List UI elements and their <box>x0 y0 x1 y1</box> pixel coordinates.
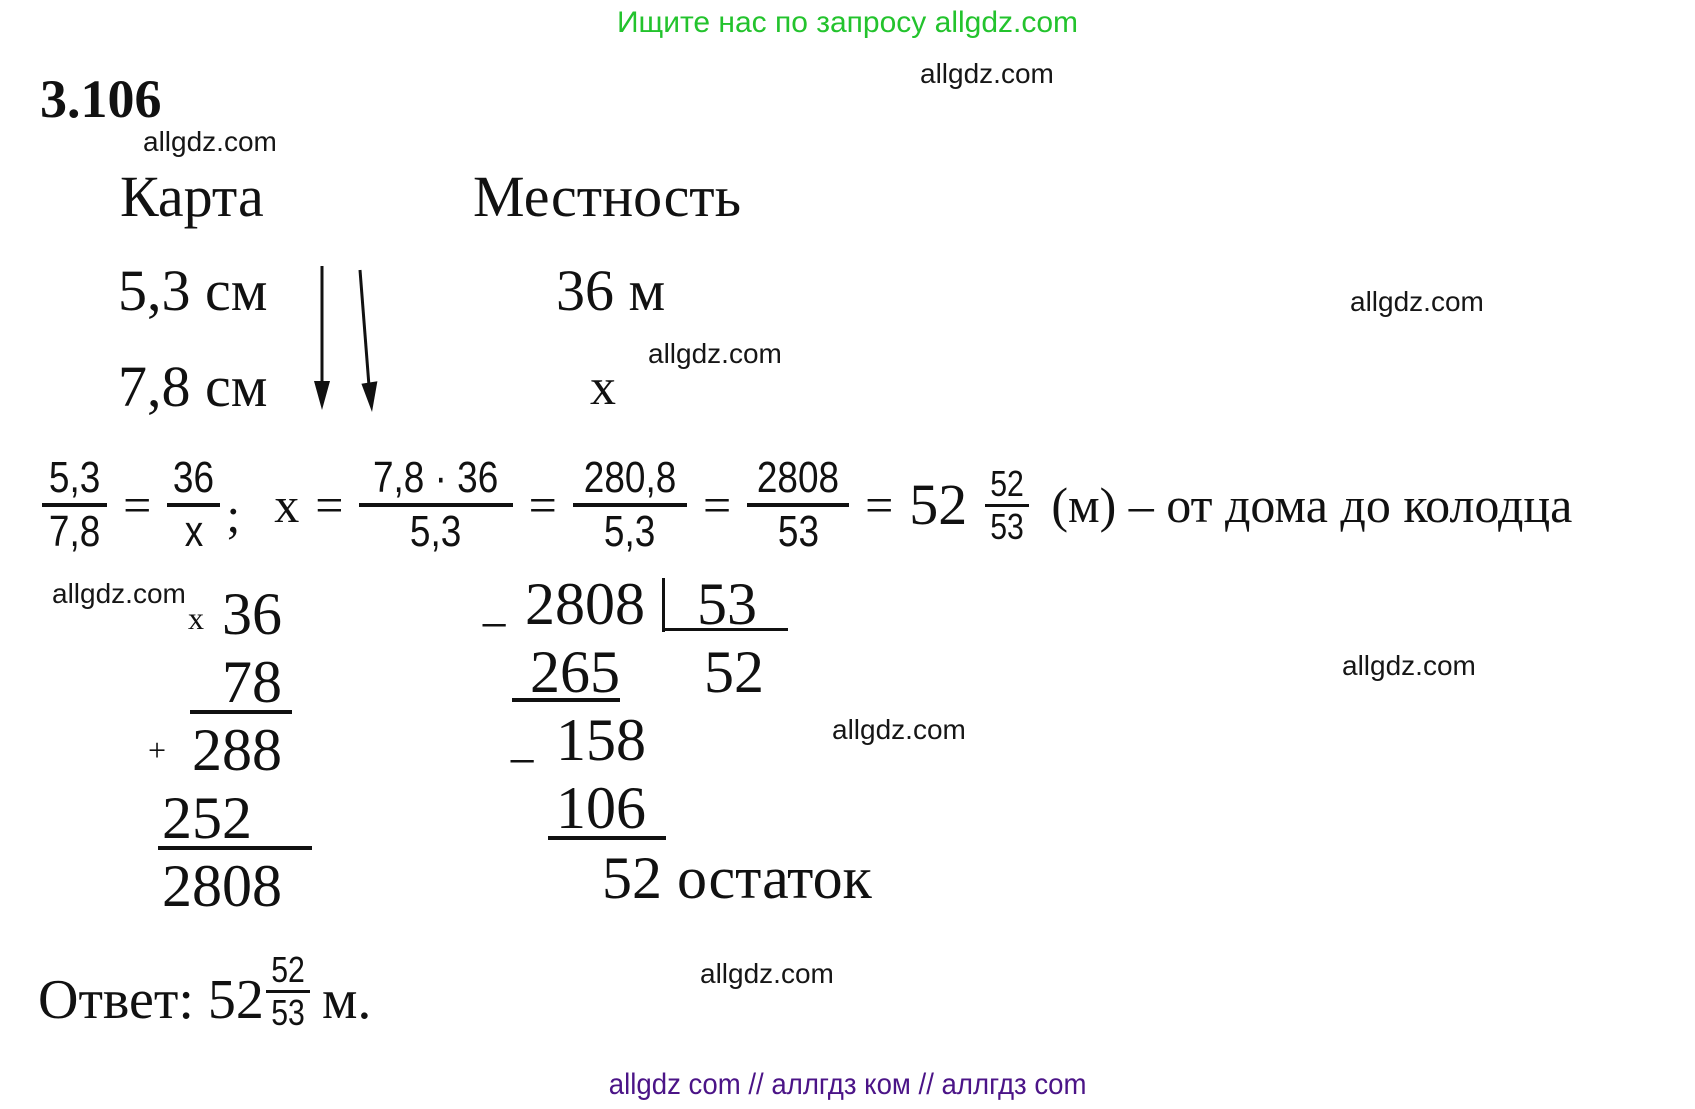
fraction-decimal: 280,8 5,3 <box>572 453 687 556</box>
equals-sign: = <box>702 477 732 533</box>
div-rule-2 <box>548 836 666 840</box>
mixed-number-fraction: 52 53 <box>985 462 1030 547</box>
fraction-denominator: 5,3 <box>604 507 656 556</box>
div-divisor: 53 <box>697 571 757 637</box>
unknown-variable: x <box>274 477 300 533</box>
mult-rule-2 <box>158 846 312 850</box>
watermark-center: allgdz.com <box>832 714 966 745</box>
down-arrows-icon <box>314 266 378 412</box>
watermark-right-1: allgdz.com <box>1350 286 1484 317</box>
watermark-under-title: allgdz.com <box>143 126 277 157</box>
fraction-numerator: 52 <box>990 462 1025 504</box>
fraction-denominator: 53 <box>271 992 305 1033</box>
fraction-denominator: 5,3 <box>410 507 462 556</box>
div-remainder: 52 остаток <box>602 845 872 911</box>
equation-conclusion-text: (м) – от дома до колодца <box>1051 477 1573 533</box>
div-dividend: 2808 <box>525 571 645 637</box>
fraction-bar <box>359 503 513 507</box>
fraction-bar <box>265 990 310 993</box>
answer-unit: м. <box>321 968 372 1031</box>
div-step-2: 158 <box>556 707 646 773</box>
fraction-bar <box>167 503 221 507</box>
fraction-numerator: 5,3 <box>48 453 101 502</box>
mult-partial-1: 288 <box>192 717 282 783</box>
division-bracket-vertical <box>662 578 665 632</box>
map-value-1: 5,3 см <box>118 258 268 323</box>
footer-promo-text: allgdz com // аллгдз ком // аллгдз com <box>608 1068 1087 1101</box>
answer-fraction: 52 53 <box>265 949 310 1033</box>
multiply-sign: x <box>188 600 204 636</box>
mixed-number-whole: 52 <box>909 472 968 537</box>
answer-label: Ответ: 52 <box>38 968 264 1031</box>
mult-product: 2808 <box>162 853 282 919</box>
equals-sign: = <box>528 477 557 533</box>
fraction-bar <box>985 503 1030 507</box>
map-column-header: Карта <box>120 164 264 229</box>
fraction-denominator: 7,8 <box>48 507 101 556</box>
mult-rule-1 <box>190 710 292 714</box>
proportion-equation: 5,3 7,8 = 36 x ; x = 7,8 · 36 5,3 = 280,… <box>42 445 1572 565</box>
map-value-2: 7,8 см <box>118 354 268 419</box>
equals-sign: = <box>865 477 894 533</box>
equals-sign: = <box>123 477 152 533</box>
division-bracket-horizontal <box>662 628 788 631</box>
answer-line: Ответ: 52 52 53 м. <box>38 952 372 1039</box>
watermark-right-2: allgdz.com <box>1342 650 1476 681</box>
plus-sign: + <box>148 732 167 768</box>
fraction-bar <box>42 503 108 507</box>
div-step-1: 265 <box>530 639 620 705</box>
fraction-numerator: 2808 <box>757 453 840 502</box>
mult-partial-2: 252 <box>162 785 252 851</box>
fraction-numerator: 52 <box>271 949 305 990</box>
terrain-value-1: 36 м <box>556 258 666 323</box>
fraction-bar <box>747 503 850 507</box>
mult-factor-top: 36 <box>222 581 282 647</box>
watermark-left: allgdz.com <box>52 578 186 609</box>
div-quotient: 52 <box>704 639 764 705</box>
watermark-top-right: allgdz.com <box>920 58 1054 89</box>
problem-number: 3.106 <box>40 69 162 129</box>
terrain-column-header: Местность <box>473 164 742 229</box>
semicolon: ; <box>226 487 241 543</box>
div-rule-1 <box>512 698 620 702</box>
fraction-product: 7,8 · 36 5,3 <box>359 453 513 556</box>
fraction-denominator: x <box>184 507 204 556</box>
footer-promo: allgdz com // аллгдз ком // аллгдз com <box>0 1068 1695 1102</box>
fraction-integer: 2808 53 <box>747 453 850 556</box>
fraction-numerator: 7,8 · 36 <box>373 453 499 502</box>
fraction-map-ratio: 5,3 7,8 <box>42 453 108 556</box>
promo-banner: Ищите нас по запросу allgdz.com <box>616 6 1079 39</box>
mult-factor-bottom: 78 <box>222 649 282 715</box>
minus-sign: − <box>480 597 509 653</box>
terrain-value-2: x <box>590 359 616 416</box>
fraction-bar <box>572 503 687 507</box>
fraction-denominator: 53 <box>990 505 1025 547</box>
equals-sign: = <box>315 477 344 533</box>
fraction-numerator: 36 <box>173 453 215 502</box>
watermark-mid: allgdz.com <box>648 338 782 369</box>
fraction-numerator: 280,8 <box>583 453 677 502</box>
fraction-terrain-ratio: 36 x <box>167 453 221 556</box>
fraction-denominator: 53 <box>777 507 819 556</box>
watermark-bottom: allgdz.com <box>700 958 834 989</box>
minus-sign: − <box>508 733 537 789</box>
div-step-3: 106 <box>556 775 646 841</box>
